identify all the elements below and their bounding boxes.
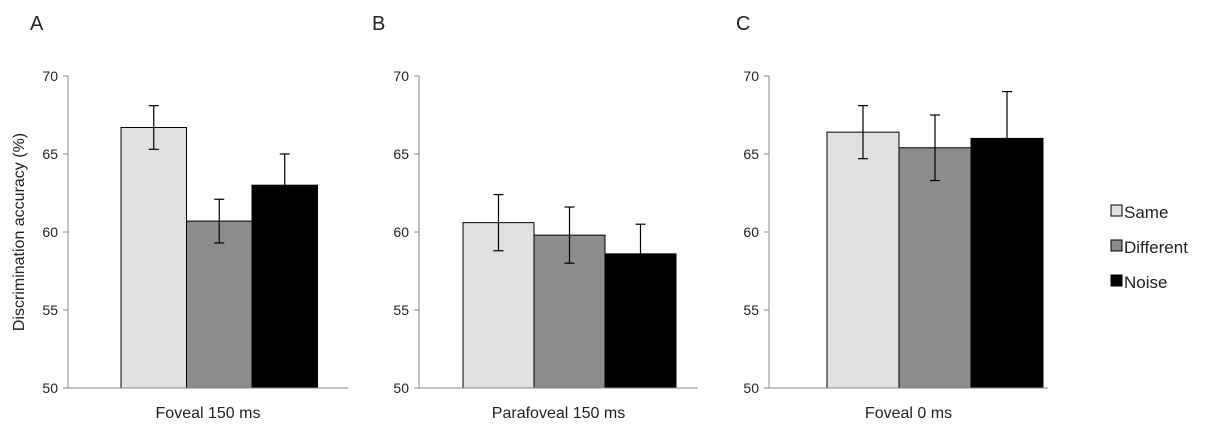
bar-same: [826, 131, 900, 389]
legend-swatch-noise: [1110, 274, 1123, 287]
chart-panels: A 50 55 60 65 70 Foveal 150 ms B 50 55 60 65 70 Paraf…: [30, 13, 1048, 422]
panel-b: B 50 55 60 65 70 Parafoveal 150 ms: [372, 13, 698, 422]
legend: Same Different Noise: [1110, 203, 1188, 292]
y-tick-label: 65: [743, 146, 759, 162]
y-tick-label: 60: [743, 224, 759, 240]
y-tick-label: 55: [743, 302, 759, 318]
y-tick-label: 60: [42, 224, 58, 240]
bar-same: [120, 126, 187, 389]
x-category-label: Parafoveal 150 ms: [492, 405, 625, 422]
bar-different: [186, 220, 253, 389]
y-tick-label: 70: [42, 68, 58, 84]
panel-a: A 50 55 60 65 70 Foveal 150 ms: [30, 13, 348, 422]
panel-letter: A: [30, 13, 44, 35]
y-tick-label: 50: [393, 380, 409, 396]
legend-swatch-same: [1110, 204, 1123, 217]
panel-c: C 50 55 60 65 70 Foveal 0 ms: [736, 13, 1048, 422]
y-tick-label: 70: [743, 68, 759, 84]
y-tick-label: 55: [42, 302, 58, 318]
y-tick-label: 50: [42, 380, 58, 396]
legend-label-different: Different: [1124, 238, 1188, 257]
y-tick-label: 65: [393, 146, 409, 162]
panel-letter: B: [372, 13, 385, 35]
y-tick-label: 50: [743, 380, 759, 396]
x-category-label: Foveal 150 ms: [156, 405, 261, 422]
y-axis-label: Discrimination accuracy (%): [11, 133, 28, 331]
y-tick-label: 55: [393, 302, 409, 318]
y-tick-label: 70: [393, 68, 409, 84]
y-tick-label: 60: [393, 224, 409, 240]
legend-label-noise: Noise: [1124, 273, 1167, 292]
x-category-label: Foveal 0 ms: [865, 405, 952, 422]
bar-different: [898, 147, 972, 389]
legend-label-same: Same: [1124, 203, 1168, 222]
y-tick-label: 65: [42, 146, 58, 162]
panel-letter: C: [736, 13, 750, 35]
legend-swatch-different: [1110, 239, 1123, 252]
